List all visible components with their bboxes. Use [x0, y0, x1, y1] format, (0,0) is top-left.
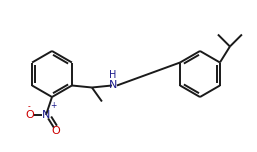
Text: N: N	[109, 81, 117, 90]
Text: +: +	[50, 102, 57, 111]
Text: -: -	[27, 102, 30, 111]
Text: O: O	[26, 110, 34, 120]
Text: H: H	[109, 71, 117, 81]
Text: O: O	[52, 126, 60, 136]
Text: N: N	[42, 110, 50, 120]
